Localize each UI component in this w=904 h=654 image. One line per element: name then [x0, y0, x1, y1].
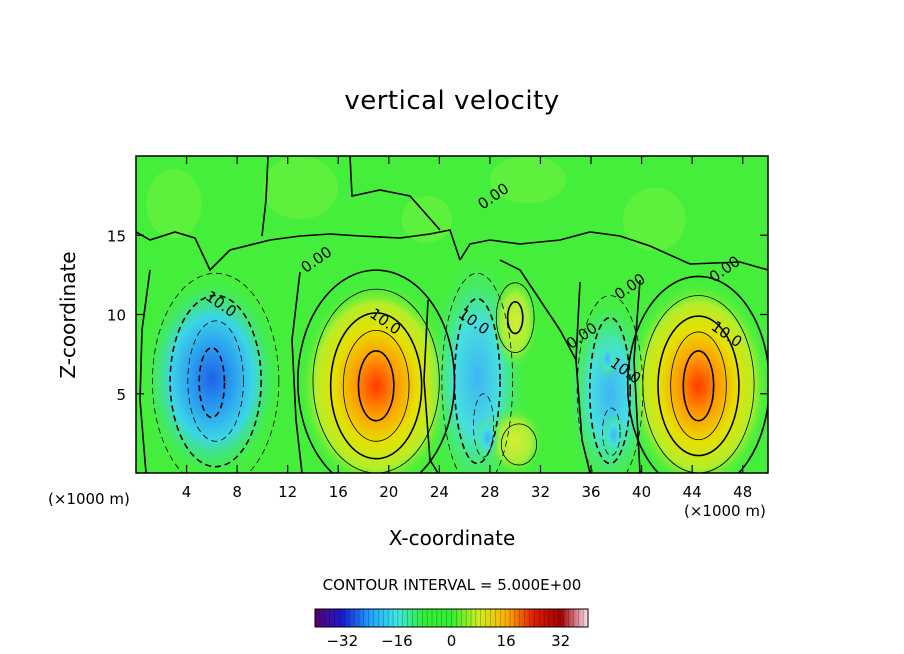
colorbar-tick-label: 16: [497, 632, 516, 650]
chart-title: vertical velocity: [344, 86, 560, 116]
colorbar-tick-label: −32: [326, 632, 358, 650]
contour-zero: [633, 279, 641, 473]
contour-neg: [588, 316, 632, 465]
x-tick-label: 36: [581, 483, 600, 501]
velocity-cell: [628, 282, 768, 473]
contour-zero: [139, 269, 151, 473]
y-axis-label: Z-coordinate: [56, 251, 80, 379]
colorbar-tick-label: 0: [447, 632, 457, 650]
colorbar-tick-label: 32: [551, 632, 570, 650]
x-tick-label: 20: [379, 483, 398, 501]
velocity-cell: [142, 274, 282, 473]
contour-neg: [187, 320, 244, 442]
contour-pos: [312, 288, 440, 473]
contour-zero: [349, 156, 441, 231]
y-axis: 5 10 15: [107, 227, 768, 404]
velocity-cell: [487, 406, 543, 473]
field-blotch: [490, 156, 566, 204]
x-tick-label: 28: [480, 483, 499, 501]
field-blotch: [401, 195, 452, 244]
x-axis: 4 8 12 16 20 24 28 32 36 40 44 48: [182, 156, 752, 501]
x-tick-label: 12: [278, 483, 297, 501]
velocity-cell: [565, 290, 655, 473]
x-tick-label: 16: [329, 483, 348, 501]
contour-pos: [626, 275, 768, 473]
contour-pos: [500, 423, 538, 466]
contour-zero: [261, 156, 269, 237]
contour-neg: [198, 346, 226, 419]
contour-pos: [329, 312, 423, 460]
contour-zero: [423, 299, 439, 473]
x-unit-label-right: (×1000 m): [684, 502, 766, 520]
x-unit-label-left: (×1000 m): [48, 490, 130, 508]
contour-pos: [682, 350, 715, 422]
field-blotch: [146, 168, 202, 239]
x-tick-label: 32: [531, 483, 550, 501]
contour-zero: [575, 281, 591, 473]
y-tick-label: 10: [107, 307, 126, 325]
contour-pos: [342, 329, 410, 442]
contour-zero: [291, 271, 303, 473]
contour-lines: [136, 156, 768, 473]
contour-interval-text: CONTOUR INTERVAL = 5.000E+00: [322, 576, 582, 594]
contour-neg: [441, 272, 514, 473]
y-tick-label: 5: [116, 386, 126, 404]
contour-neg: [453, 297, 501, 465]
contour-neg: [473, 393, 495, 458]
x-tick-label: 4: [182, 483, 192, 501]
x-tick-label: 44: [683, 483, 702, 501]
contour-pos: [297, 269, 456, 473]
x-axis-label: X-coordinate: [388, 526, 516, 550]
y-tick-label: 15: [107, 227, 126, 245]
x-tick-label: 24: [430, 483, 449, 501]
contour-pos: [670, 331, 727, 441]
contour-zero: [136, 229, 461, 272]
contour-zero: [459, 231, 768, 271]
contour-pos: [506, 301, 524, 335]
field-blotch: [622, 187, 686, 251]
colorbar: −32 −16 0 16 32: [314, 608, 589, 650]
contour-pos: [657, 315, 740, 457]
contour-pos: [495, 282, 535, 353]
colorbar-tick-label: −16: [381, 632, 413, 650]
field-blotch: [262, 156, 339, 220]
contour-zero: [499, 259, 577, 361]
x-tick-label: 48: [733, 483, 752, 501]
contour-neg: [152, 272, 280, 473]
x-tick-label: 8: [232, 483, 242, 501]
contour-neg: [169, 294, 262, 468]
contour-pos: [357, 350, 395, 422]
contour-neg: [602, 407, 621, 456]
x-tick-label: 40: [632, 483, 651, 501]
velocity-core: [602, 412, 626, 458]
velocity-core: [597, 339, 618, 378]
